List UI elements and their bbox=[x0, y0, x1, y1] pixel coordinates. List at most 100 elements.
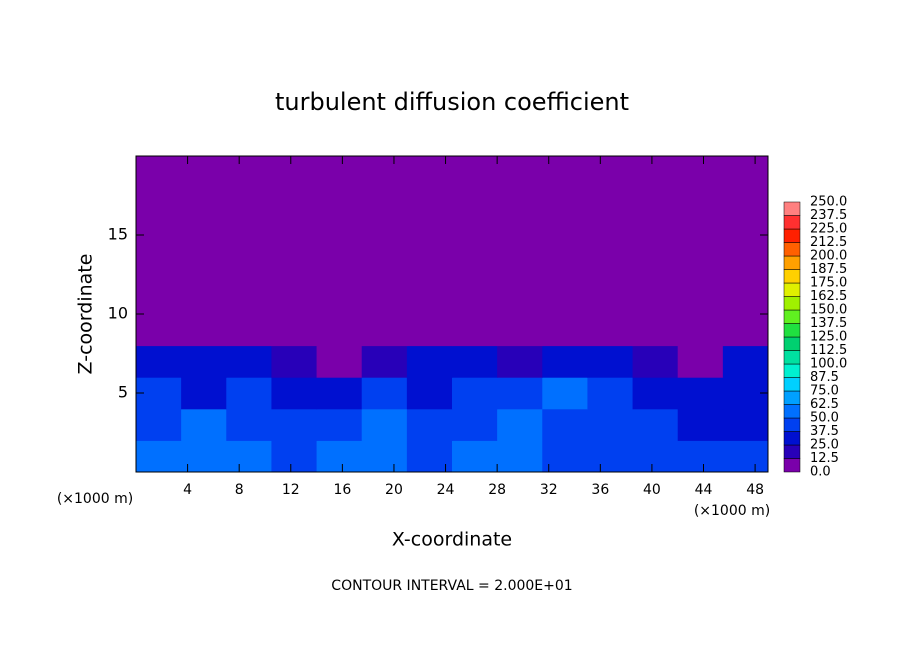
colorbar-label: 237.5 bbox=[810, 208, 847, 223]
field-cell bbox=[452, 156, 498, 347]
footer-note: CONTOUR INTERVAL = 2.000E+01 bbox=[331, 578, 572, 594]
colorbar-label: 150.0 bbox=[810, 303, 847, 318]
field-cell bbox=[136, 345, 182, 378]
colorbar-label: 100.0 bbox=[810, 357, 847, 372]
field-cell bbox=[452, 377, 498, 410]
colorbar-label: 0.0 bbox=[810, 465, 831, 480]
field-cell bbox=[542, 156, 588, 347]
y-tick-label: 5 bbox=[118, 383, 128, 402]
field-cell bbox=[497, 156, 543, 347]
x-tick-label: 16 bbox=[333, 482, 351, 498]
field-cell bbox=[316, 156, 363, 347]
x-tick-label: 44 bbox=[695, 482, 713, 498]
field-cell bbox=[406, 408, 453, 441]
colorbar-swatch bbox=[783, 201, 801, 216]
x-tick-label: 12 bbox=[282, 482, 300, 498]
colorbar-swatch bbox=[783, 336, 801, 351]
field-cell bbox=[677, 345, 724, 378]
colorbar-label: 50.0 bbox=[810, 411, 839, 426]
field-cell bbox=[226, 377, 272, 410]
colorbar-swatch bbox=[783, 350, 801, 365]
x-tick-label: 36 bbox=[591, 482, 609, 498]
field-cell bbox=[181, 345, 227, 378]
field-cell bbox=[632, 408, 679, 441]
field-cell bbox=[181, 156, 227, 347]
field-cell bbox=[181, 408, 227, 441]
colorbar-label: 225.0 bbox=[810, 222, 847, 237]
field-cell bbox=[226, 440, 272, 473]
field-cell bbox=[677, 440, 724, 473]
colorbar-swatch bbox=[783, 458, 801, 473]
field-cell bbox=[136, 408, 182, 441]
field-cell bbox=[452, 345, 498, 378]
colorbar-label: 62.5 bbox=[810, 397, 839, 412]
field-cell bbox=[632, 377, 679, 410]
x-tick-label: 28 bbox=[488, 482, 506, 498]
colorbar-label: 37.5 bbox=[810, 424, 839, 439]
x-tick-label: 24 bbox=[437, 482, 455, 498]
field-cell bbox=[542, 408, 588, 441]
colorbar-swatch bbox=[783, 228, 801, 243]
colorbar-swatch bbox=[783, 444, 801, 459]
field-cell bbox=[181, 377, 227, 410]
field-cell bbox=[316, 440, 363, 473]
field-cell bbox=[136, 156, 182, 347]
field-cell bbox=[722, 408, 769, 441]
colorbar-swatch bbox=[783, 269, 801, 284]
field-cell bbox=[226, 156, 272, 347]
field-cell bbox=[271, 440, 318, 473]
colorbar-swatch bbox=[783, 242, 801, 257]
field-cell bbox=[497, 440, 543, 473]
colorbar-label: 200.0 bbox=[810, 249, 847, 264]
x-tick-label: 32 bbox=[540, 482, 558, 498]
field-cell bbox=[497, 377, 543, 410]
colorbar-swatch bbox=[783, 255, 801, 270]
field-cell bbox=[406, 156, 453, 347]
colorbar-swatch bbox=[783, 363, 801, 378]
colorbar-swatch bbox=[783, 431, 801, 446]
y-axis-label: Z-coordinate bbox=[75, 254, 97, 375]
field-cell bbox=[361, 377, 408, 410]
colorbar-label: 187.5 bbox=[810, 262, 847, 277]
field-cell bbox=[722, 440, 769, 473]
x-tick-label: 48 bbox=[746, 482, 764, 498]
colorbar-label: 250.0 bbox=[810, 195, 847, 210]
x-tick-label: 40 bbox=[643, 482, 661, 498]
colorbar-swatch bbox=[783, 377, 801, 392]
field-cell bbox=[316, 408, 363, 441]
field-cell bbox=[406, 440, 453, 473]
field-cell bbox=[497, 408, 543, 441]
colorbar-swatch bbox=[783, 323, 801, 338]
field-cell bbox=[316, 345, 363, 378]
colorbar-swatch bbox=[783, 309, 801, 324]
colorbar-label: 212.5 bbox=[810, 235, 847, 250]
colorbar-label: 112.5 bbox=[810, 343, 847, 358]
field-cell bbox=[632, 156, 679, 347]
field-cell bbox=[316, 377, 363, 410]
field-cell bbox=[587, 408, 634, 441]
field-cell bbox=[271, 156, 318, 347]
field-cell bbox=[587, 156, 634, 347]
field-cell bbox=[677, 377, 724, 410]
x-unit-right: (×1000 m) bbox=[694, 503, 770, 519]
field-cell bbox=[722, 156, 769, 347]
field-cell bbox=[542, 377, 588, 410]
field-cell bbox=[452, 408, 498, 441]
field-cell bbox=[361, 156, 408, 347]
field-cell bbox=[226, 408, 272, 441]
x-tick-label: 8 bbox=[235, 482, 244, 498]
colorbar-swatch bbox=[783, 390, 801, 405]
x-unit-left: (×1000 m) bbox=[57, 491, 133, 507]
colorbar-swatch bbox=[783, 296, 801, 311]
field-cell bbox=[542, 440, 588, 473]
field-cell bbox=[271, 408, 318, 441]
field-cell bbox=[181, 440, 227, 473]
colorbar-label: 87.5 bbox=[810, 370, 839, 385]
colorbar-label: 162.5 bbox=[810, 289, 847, 304]
colorbar-swatch bbox=[783, 417, 801, 432]
colorbar-swatch bbox=[783, 282, 801, 297]
y-tick-label: 15 bbox=[108, 225, 128, 244]
field-cell bbox=[677, 408, 724, 441]
field-cell bbox=[271, 377, 318, 410]
